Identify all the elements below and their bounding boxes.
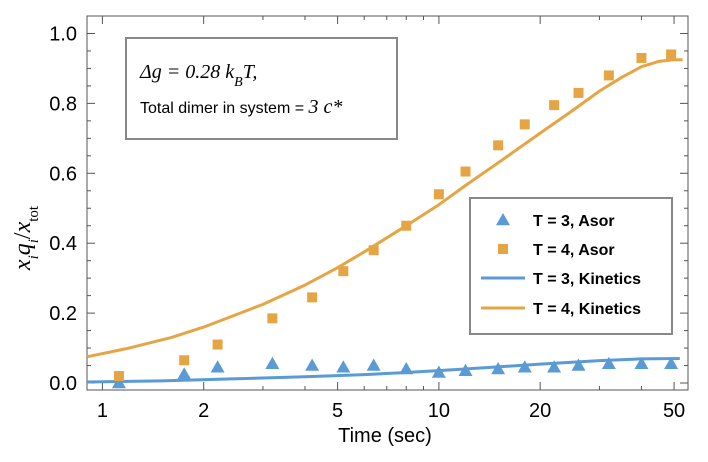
triangle-point [491,362,506,375]
triangle-point [547,360,562,373]
triangle-point [210,360,225,373]
triangle-point [305,358,320,371]
triangle-point [111,376,126,389]
square-point [267,313,278,324]
series-line-2 [86,357,680,384]
square-point [212,339,223,350]
triangle-point [517,360,532,373]
square-point [460,166,471,177]
x-axis-label: Time (sec) [338,425,432,447]
axis-ticks: 1 2 5 10 20 50 0.0 0.2 0.4 0.6 0.8 1.0 [49,16,688,422]
square-point [549,100,560,111]
triangle-point [664,356,679,370]
triangle-point [399,362,414,375]
x-tick-label: 10 [428,400,450,422]
square-point [603,70,614,81]
series-layer [86,49,683,389]
legend-marker [496,213,510,226]
triangle-point [601,356,616,370]
x-tick-label: 2 [198,400,209,422]
y-tick-label: 0.8 [49,93,77,115]
legend-label: T = 3, Kinetics [533,271,641,288]
legend-label: T = 3, Asor [533,213,615,230]
legend-marker [498,244,508,254]
series-line-3 [86,58,683,359]
square-point [573,87,584,98]
legend-label: T = 4, Kinetics [533,301,641,318]
square-point [433,189,444,200]
x-tick-label: 5 [332,400,343,422]
triangle-point [366,358,381,371]
y-axis-label: xiqi/xtot [10,205,42,271]
annotation-box: Δg = 0.28 kBT, Total dimer in system = 3… [125,37,398,140]
annotation-line-1: Δg = 0.28 kBT, [139,61,257,90]
triangle-point [634,356,649,370]
y-tick-label: 0.2 [49,303,77,325]
square-point [401,220,412,231]
square-point [636,52,647,63]
triangle-point [458,363,473,377]
square-point [113,371,124,382]
annotation-line-2: Total dimer in system = 3 c* [140,96,342,118]
x-tick-label: 50 [663,400,685,422]
triangle-point [177,367,192,380]
square-point [307,292,318,303]
square-point [666,49,677,60]
triangle-point [336,360,351,373]
y-tick-label: 0.0 [49,373,77,395]
square-point [368,245,379,256]
square-point [338,266,349,277]
triangle-point [431,365,446,378]
y-tick-label: 1.0 [49,23,77,45]
legend: T = 3, Asor T = 4, Asor T = 3, Kinetics T =… [469,197,673,335]
square-point [493,140,504,151]
square-point [519,119,530,130]
x-tick-label: 20 [529,400,551,422]
x-tick-label: 1 [97,400,108,422]
triangle-point [571,358,586,371]
triangle-point [265,356,280,370]
legend-label: T = 4, Asor [533,242,615,259]
plot-frame [86,15,689,391]
square-point [179,355,190,366]
annotation-frame [125,37,398,140]
y-tick-label: 0.4 [49,233,77,255]
y-tick-label: 0.6 [49,163,77,185]
